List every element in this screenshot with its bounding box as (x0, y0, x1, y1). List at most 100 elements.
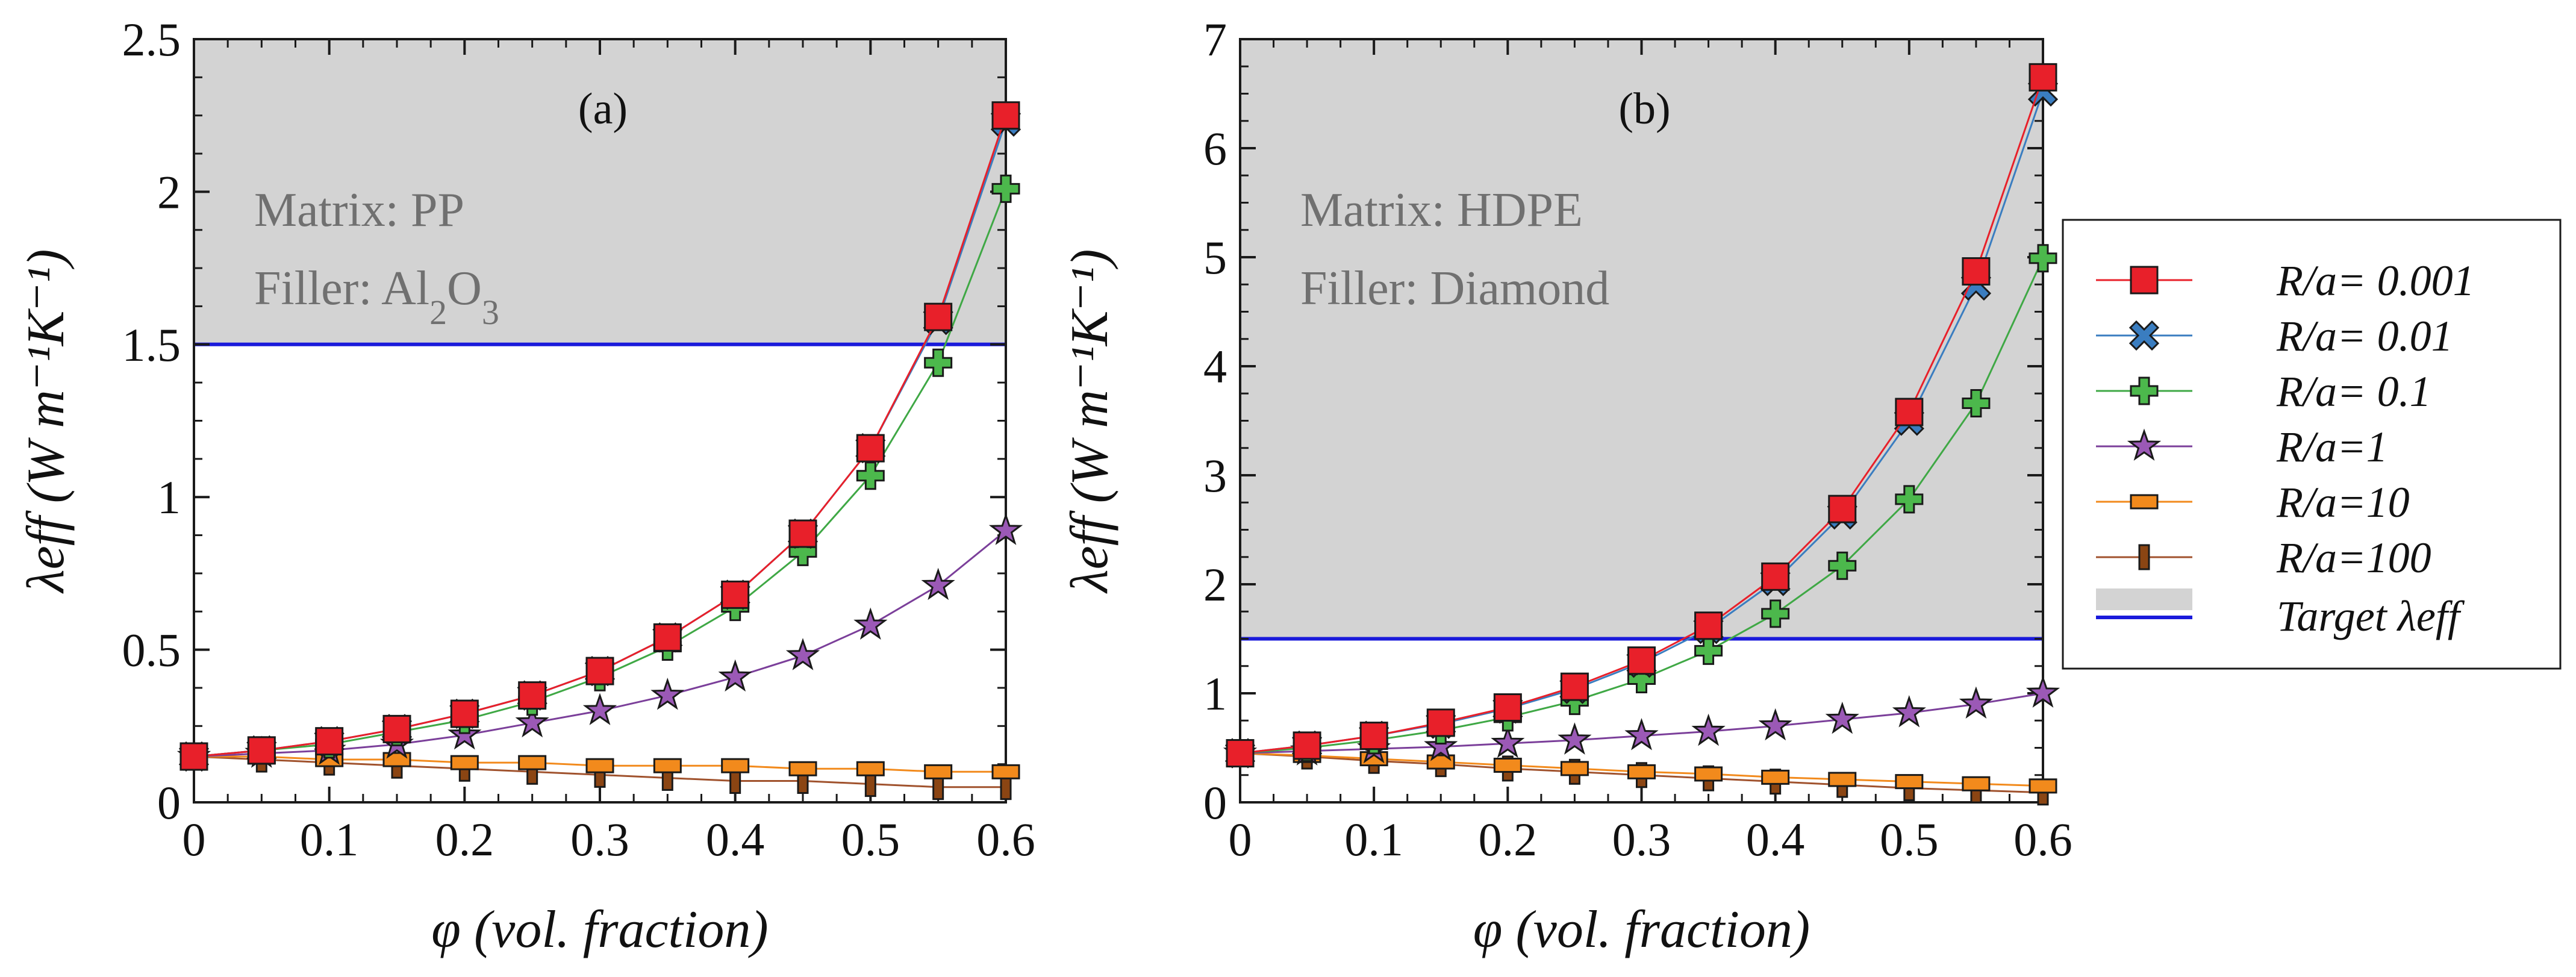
x-tick-label: 0.6 (2013, 813, 2072, 866)
data-point (1293, 731, 1321, 760)
data-point (1426, 708, 1455, 737)
data-point (991, 101, 1020, 130)
data-point (1627, 764, 1656, 779)
y-axis-title: λeff (W m⁻¹K⁻¹) (1061, 249, 1119, 595)
data-point (650, 678, 685, 710)
data-point (653, 623, 682, 652)
data-point (2029, 244, 2057, 273)
legend-label: R/a= 0.01 (2276, 312, 2453, 360)
data-point (988, 513, 1023, 545)
data-point (1627, 646, 1656, 675)
data-point (991, 174, 1020, 203)
x-tick-label: 0.5 (841, 813, 900, 866)
data-point (785, 638, 820, 670)
data-point (991, 764, 1020, 779)
target-region (1240, 39, 2043, 639)
series-r-a-1 (176, 513, 1023, 771)
data-point (1424, 729, 1458, 761)
series-line (193, 529, 1006, 758)
target-region (194, 39, 1006, 345)
series-r-a-0-001 (179, 101, 1020, 771)
data-point (718, 659, 752, 692)
data-point (856, 434, 885, 463)
data-point (1560, 761, 1589, 776)
legend-entry: R/a=10 (2096, 478, 2410, 526)
data-point (1691, 713, 1726, 746)
y-axis: 0 0.5 1 1.5 2 2.5 (122, 13, 1006, 829)
legend: R/a= 0.001 R/a= 0.01 R/a= 0.1 R/a=1 R/a=10 R/… (2062, 219, 2562, 670)
x-axis: 0 0.1 0.2 0.3 0.4 0.5 0.6 (182, 39, 1035, 866)
legend-marker (2128, 320, 2160, 351)
y-tick-label: 2.5 (122, 13, 181, 66)
panel-a: 0 0.1 0.2 0.3 0.4 0.5 0.6 0 0.5 1 1.5 2 2.5 φ (vol. f… (17, 13, 1035, 959)
legend-entry: Target λeff (2096, 588, 2465, 640)
data-point (924, 302, 953, 331)
data-point (721, 580, 750, 609)
data-point (315, 727, 344, 756)
legend-entry: R/a= 0.001 (2096, 257, 2475, 305)
panel-b: 0 0.1 0.2 0.3 0.4 0.5 0.6 0 1 2 3 4 5 6 7 φ (vol. fract… (1061, 13, 2072, 959)
data-point (1828, 772, 1857, 787)
data-point (1624, 718, 1659, 751)
data-point (1426, 754, 1455, 770)
data-point (1761, 599, 1790, 628)
legend-label: R/a= 0.1 (2276, 367, 2431, 416)
x-tick-label: 0.2 (1479, 813, 1538, 866)
data-point (1761, 562, 1790, 591)
data-point (515, 705, 549, 738)
data-point (721, 758, 750, 773)
data-point (1895, 485, 1924, 514)
x-axis-title: φ (vol. fraction) (431, 901, 768, 959)
data-point (856, 761, 885, 776)
data-point (1895, 398, 1924, 426)
legend-marker (2130, 494, 2159, 510)
y-tick-label: 0.5 (122, 624, 181, 676)
y-tick-label: 5 (1203, 231, 1227, 284)
data-point (1892, 695, 1926, 728)
data-point (1359, 722, 1388, 751)
legend-label: Target λeff (2277, 592, 2465, 640)
y-tick-label: 1 (1203, 667, 1227, 720)
data-point (1758, 708, 1792, 741)
annotation-line: Matrix: HDPE (1300, 184, 1583, 237)
x-tick-label: 0.3 (1612, 813, 1671, 866)
series-r-a-0-001 (1226, 63, 2057, 768)
x-tick-label: 0.3 (570, 813, 629, 866)
data-point (179, 742, 208, 771)
y-tick-label: 1.5 (122, 319, 181, 371)
data-point (518, 681, 547, 710)
data-point (1959, 686, 1994, 719)
data-point (2029, 778, 2057, 794)
legend-label: R/a=10 (2276, 478, 2410, 526)
data-point (1962, 257, 1991, 286)
legend-entry: R/a= 0.01 (2096, 312, 2453, 360)
y-axis-title: λeff (W m⁻¹K⁻¹) (17, 249, 75, 595)
x-tick-label: 0.2 (435, 813, 494, 866)
data-point (1491, 725, 1525, 758)
panel-label: (b) (1618, 84, 1670, 134)
data-point (1825, 701, 1859, 734)
x-tick-label: 0 (182, 813, 206, 866)
annotation-line: Matrix: PP (254, 184, 464, 237)
data-point (1962, 776, 1991, 791)
data-point (382, 714, 411, 743)
data-point (450, 755, 479, 770)
data-point (1828, 551, 1857, 580)
data-point (1895, 774, 1924, 790)
data-point (1493, 693, 1522, 722)
data-point (450, 699, 479, 728)
legend-label: R/a=1 (2276, 423, 2388, 471)
annotation-line: Filler: Diamond (1300, 262, 1609, 315)
data-point (582, 693, 617, 725)
data-point (924, 764, 953, 779)
y-tick-label: 6 (1203, 122, 1227, 175)
x-tick-label: 0.1 (300, 813, 359, 866)
legend-entry: R/a=1 (2096, 423, 2388, 471)
legend-entry: R/a= 0.1 (2096, 367, 2431, 416)
legend-region-swatch (2096, 588, 2192, 610)
data-point (924, 348, 953, 377)
x-tick-label: 0 (1229, 813, 1252, 866)
x-tick-label: 0.6 (976, 813, 1035, 866)
data-point (1761, 769, 1790, 785)
